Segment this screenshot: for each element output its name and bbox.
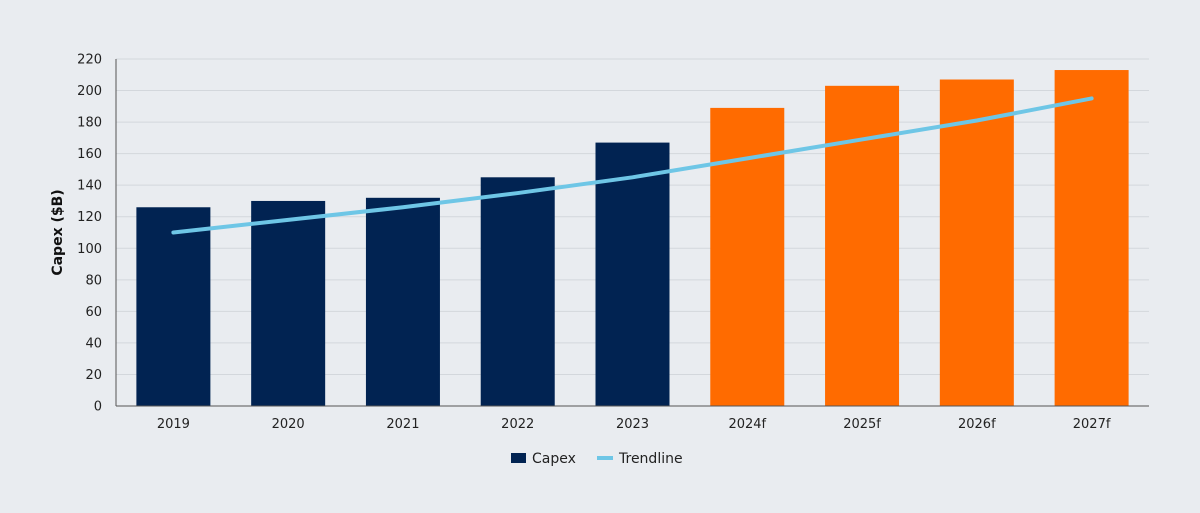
y-tick-label: 200 [77, 84, 102, 99]
x-tick-label: 2027f [1073, 417, 1111, 432]
bar-2021 [365, 197, 440, 406]
trendline-series [171, 96, 1094, 235]
y-tick-label: 140 [77, 179, 102, 194]
y-axis-title: Capex ($B) [50, 189, 66, 275]
legend-label-trendline: Trendline [618, 451, 683, 467]
x-tick-label: 2020 [272, 417, 305, 432]
x-tick-label: 2019 [157, 417, 190, 432]
bar-2020 [251, 200, 326, 406]
bars [136, 70, 1129, 407]
x-tick-label: 2025f [843, 417, 881, 432]
y-tick-label: 100 [77, 242, 102, 257]
y-tick-label: 160 [77, 147, 102, 162]
x-tick-label: 2024f [728, 417, 766, 432]
y-tick-label: 60 [85, 305, 102, 320]
legend: Capex Trendline [511, 451, 683, 467]
bar-2026f [939, 79, 1014, 406]
trendline [171, 96, 1094, 235]
x-tick-label: 2026f [958, 417, 996, 432]
y-tick-label: 20 [85, 368, 102, 383]
y-tick-label: 220 [77, 53, 102, 68]
y-tick-label: 180 [77, 116, 102, 131]
x-tick-label: 2021 [386, 417, 419, 432]
bar-2019 [136, 207, 211, 406]
y-tick-label: 40 [85, 336, 102, 351]
legend-label-capex: Capex [532, 451, 576, 467]
legend-swatch-capex [511, 453, 526, 463]
bar-2022 [480, 177, 555, 406]
y-tick-label: 0 [94, 400, 102, 415]
bar-2027f [1054, 70, 1129, 407]
y-tick-label: 80 [85, 273, 102, 288]
y-tick-label: 120 [77, 210, 102, 225]
bar-2023 [595, 142, 670, 406]
x-tick-label: 2022 [501, 417, 534, 432]
x-tick-label: 2023 [616, 417, 649, 432]
axes: 0 20 40 60 80 100 120 140 160 180 200 220 2019 2020 20… [77, 53, 1149, 432]
